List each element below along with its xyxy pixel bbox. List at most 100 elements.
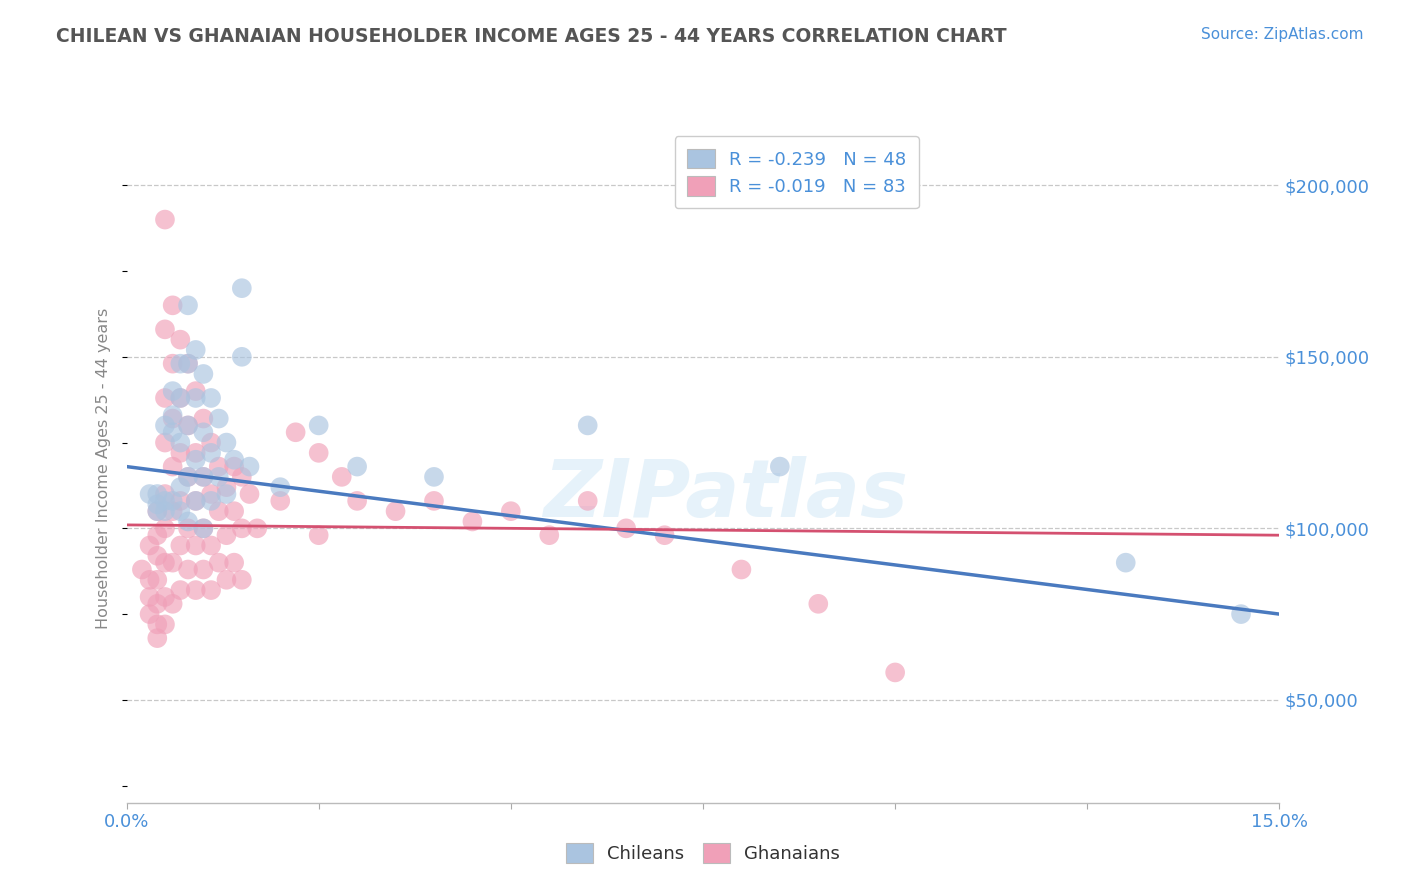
Point bbox=[224, 504, 246, 518]
Point bbox=[177, 515, 200, 529]
Point bbox=[499, 504, 522, 518]
Point bbox=[200, 539, 222, 553]
Point bbox=[238, 459, 260, 474]
Point bbox=[184, 384, 207, 398]
Point bbox=[177, 521, 200, 535]
Point bbox=[162, 357, 184, 371]
Point bbox=[153, 435, 176, 450]
Point bbox=[200, 583, 222, 598]
Point bbox=[200, 494, 222, 508]
Point bbox=[184, 391, 207, 405]
Legend: R = -0.239   N = 48, R = -0.019   N = 83: R = -0.239 N = 48, R = -0.019 N = 83 bbox=[675, 136, 918, 209]
Point bbox=[193, 521, 215, 535]
Text: Source: ZipAtlas.com: Source: ZipAtlas.com bbox=[1201, 27, 1364, 42]
Point bbox=[346, 494, 368, 508]
Point bbox=[169, 435, 191, 450]
Point bbox=[200, 446, 222, 460]
Point bbox=[146, 528, 169, 542]
Point bbox=[177, 418, 200, 433]
Point bbox=[138, 539, 160, 553]
Point bbox=[193, 521, 215, 535]
Point bbox=[184, 452, 207, 467]
Point bbox=[177, 470, 200, 484]
Point bbox=[730, 562, 752, 576]
Point bbox=[169, 333, 191, 347]
Point bbox=[208, 556, 231, 570]
Point bbox=[346, 459, 368, 474]
Point bbox=[146, 504, 169, 518]
Point bbox=[146, 549, 169, 563]
Point bbox=[162, 411, 184, 425]
Point bbox=[153, 494, 176, 508]
Point bbox=[193, 425, 215, 440]
Point bbox=[138, 487, 160, 501]
Point bbox=[153, 322, 176, 336]
Point bbox=[162, 494, 184, 508]
Point bbox=[807, 597, 830, 611]
Point bbox=[184, 494, 207, 508]
Point bbox=[208, 459, 231, 474]
Point bbox=[146, 504, 169, 518]
Point bbox=[330, 470, 353, 484]
Point bbox=[184, 494, 207, 508]
Point bbox=[169, 539, 191, 553]
Legend: Chileans, Ghanaians: Chileans, Ghanaians bbox=[555, 832, 851, 874]
Point bbox=[193, 562, 215, 576]
Point bbox=[153, 556, 176, 570]
Point bbox=[1115, 556, 1137, 570]
Point bbox=[177, 357, 200, 371]
Point bbox=[614, 521, 637, 535]
Point bbox=[184, 583, 207, 598]
Point bbox=[162, 298, 184, 312]
Point bbox=[1230, 607, 1253, 621]
Point bbox=[193, 470, 215, 484]
Point bbox=[308, 418, 330, 433]
Point bbox=[131, 562, 153, 576]
Point bbox=[576, 494, 599, 508]
Point bbox=[238, 487, 260, 501]
Point bbox=[654, 528, 676, 542]
Point bbox=[308, 446, 330, 460]
Point bbox=[162, 597, 184, 611]
Point bbox=[153, 521, 176, 535]
Point bbox=[308, 528, 330, 542]
Point bbox=[138, 590, 160, 604]
Point bbox=[769, 459, 792, 474]
Point bbox=[284, 425, 307, 440]
Point bbox=[215, 435, 238, 450]
Point bbox=[169, 391, 191, 405]
Point bbox=[169, 357, 191, 371]
Point bbox=[224, 452, 246, 467]
Point bbox=[153, 391, 176, 405]
Point bbox=[200, 435, 222, 450]
Point bbox=[162, 408, 184, 422]
Point bbox=[146, 631, 169, 645]
Point bbox=[153, 617, 176, 632]
Point bbox=[193, 470, 215, 484]
Point bbox=[200, 391, 222, 405]
Point bbox=[169, 446, 191, 460]
Point bbox=[269, 494, 291, 508]
Point bbox=[138, 573, 160, 587]
Point bbox=[146, 573, 169, 587]
Point bbox=[231, 521, 253, 535]
Point bbox=[208, 411, 231, 425]
Point bbox=[162, 504, 184, 518]
Point bbox=[184, 539, 207, 553]
Point bbox=[153, 487, 176, 501]
Point bbox=[177, 562, 200, 576]
Point bbox=[177, 470, 200, 484]
Point bbox=[224, 556, 246, 570]
Point bbox=[193, 367, 215, 381]
Point bbox=[169, 504, 191, 518]
Point bbox=[208, 470, 231, 484]
Point bbox=[162, 425, 184, 440]
Point bbox=[538, 528, 561, 542]
Point bbox=[162, 459, 184, 474]
Point bbox=[215, 487, 238, 501]
Point bbox=[884, 665, 907, 680]
Point bbox=[177, 418, 200, 433]
Point bbox=[231, 470, 253, 484]
Point bbox=[177, 298, 200, 312]
Point bbox=[146, 617, 169, 632]
